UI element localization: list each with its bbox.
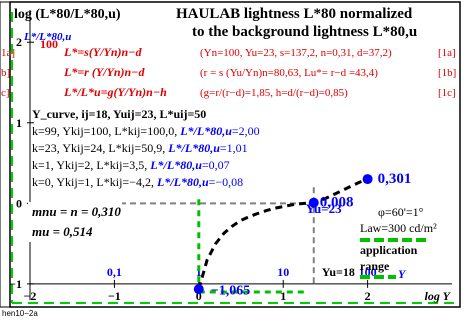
formula-params: (Yn=100, Yu=23, s=137,2, n=0,31, d=37,2): [200, 47, 392, 59]
yu-23-label: Yu=23: [306, 201, 342, 216]
yu-18-label: Yu=18: [322, 265, 355, 279]
blue-ratio-label: L*/L*80,u: [23, 31, 71, 43]
left-clip-label: 1a]: [1, 47, 15, 59]
value-neg1065: −1,065: [211, 283, 250, 298]
upper-axis-label: 10: [277, 265, 289, 279]
upper-axis-label: 1: [196, 265, 202, 279]
side-application: application: [360, 243, 418, 257]
upper-axis-label: 0,1: [107, 265, 122, 279]
curve-line: [197, 177, 369, 290]
y-tick-label: 2: [16, 35, 22, 49]
left-clip-label: b]: [1, 67, 10, 79]
value-0301: 0,301: [378, 171, 412, 187]
side-range-y: Y: [398, 267, 407, 281]
formula-ref: [1a]: [438, 47, 456, 59]
footer-label: hen10−2a: [2, 309, 38, 318]
value-0008: 0,008: [320, 195, 354, 211]
x-axis-label: log Y: [425, 289, 452, 303]
top-y-tick-label: 100: [40, 37, 58, 51]
formula-lhs: L*=s(Y/Yn)n−d: [63, 45, 142, 59]
left-clip-frame: [0, 1, 11, 308]
formula-params: (g=r/(r−d)=1,85, h=d/(r−d)=0,85): [200, 87, 348, 99]
params-box: [28, 202, 122, 242]
side-law: Law=300 cd/m²: [360, 221, 437, 235]
y-tick-label: −1: [9, 277, 22, 291]
curve-info-row: k=23, Ykij=24, L*kij=50,9, L*/L*80,u=1,0…: [32, 141, 248, 155]
y-tick-label: 0: [16, 196, 22, 210]
formula-lhs: L*/L*u=g(Y/Yn)n−h: [63, 85, 167, 99]
x-tick-label: 2: [365, 289, 371, 303]
formula-ref: [1c]: [438, 87, 456, 99]
x-tick-label: −1: [108, 289, 121, 303]
title-line1: HAULAB lightness L*80 normalized: [176, 6, 413, 22]
curve-info-row: k=99, Ykij=100, L*kij=100,0, L*/L*80,u=2…: [32, 124, 260, 138]
formula-lhs: L*=r (Y/Yn)n−d: [63, 65, 145, 79]
data-point: [362, 174, 373, 185]
side-phi: φ=60'=1°: [378, 205, 424, 219]
side-range: range: [360, 259, 390, 273]
formula-params: (r = s (Yu/Yn)n=80,63, Lu*= r−d =43,4): [200, 67, 378, 79]
y-axis-title: log (L*80/L*80,u): [14, 7, 121, 22]
data-point: [193, 284, 204, 295]
curve-info-row: k=0, Ykij=1, L*kij=−4,2, L*/L*80,u=−0,08: [32, 175, 243, 189]
x-tick-label: 1: [280, 289, 286, 303]
x-tick-label: −2: [24, 289, 37, 303]
param-mu: mu = 0,514: [32, 224, 93, 239]
formula-ref: [1b]: [438, 67, 456, 79]
y-tick-label: 1: [16, 116, 22, 130]
left-clip-label: c]: [1, 87, 10, 99]
param-mnu: mnu = n = 0,310: [32, 204, 121, 219]
x-tick-label: 0: [196, 289, 202, 303]
data-point: [308, 197, 319, 208]
curve-info-row: k=1, Ykij=2, L*kij=3,5, L*/L*80,u=0,07: [32, 158, 230, 172]
title-line2: to the background lightness L*80,u: [192, 24, 417, 40]
curve-info-title: Y_curve, ij=18, Yuij=23, L*uij=50: [32, 107, 206, 121]
